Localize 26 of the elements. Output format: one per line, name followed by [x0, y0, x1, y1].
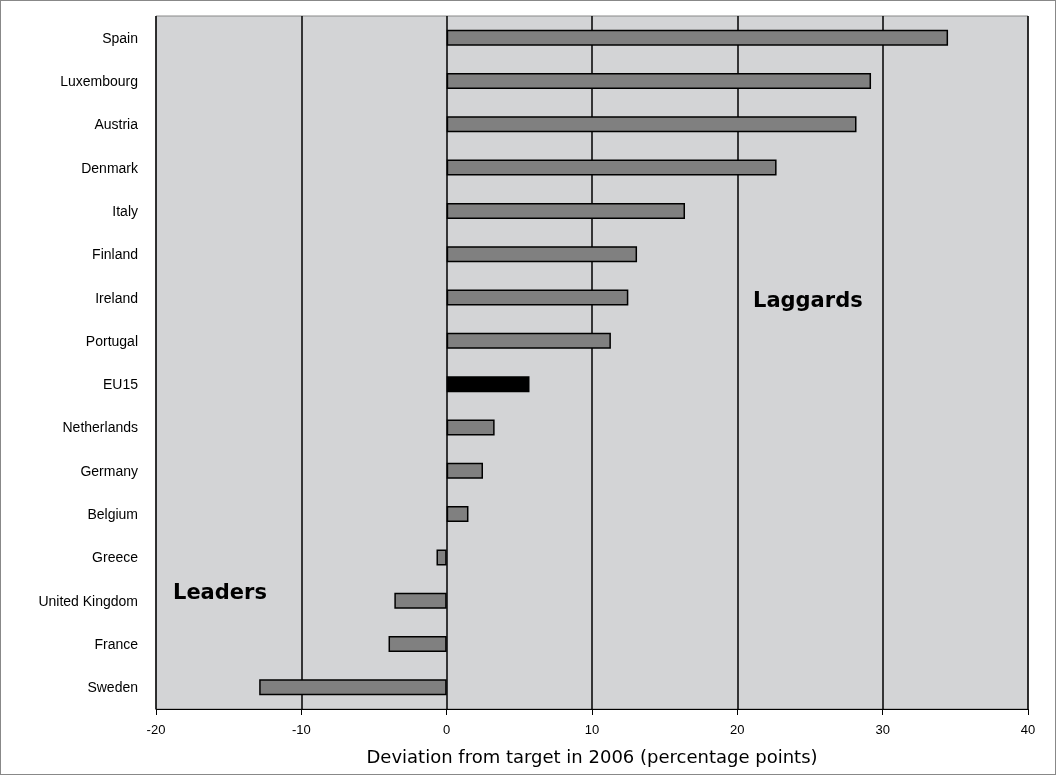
x-tick-label: 30	[875, 722, 890, 737]
y-tick-label: Italy	[112, 202, 138, 219]
y-tick-label: Sweden	[87, 679, 138, 696]
y-tick-label: Spain	[102, 29, 138, 46]
y-tick-label: France	[94, 636, 139, 653]
x-tick-label: 40	[1020, 722, 1036, 737]
y-tick-label: Finland	[92, 246, 138, 263]
y-tick-label: United Kingdom	[38, 592, 138, 609]
y-tick-label: Ireland	[95, 289, 138, 306]
x-tick-label: 0	[443, 722, 451, 737]
x-tick-label: -10	[291, 722, 311, 737]
y-tick-label: Portugal	[85, 332, 138, 349]
y-tick-label: Austria	[94, 116, 139, 133]
y-tick-label: Netherlands	[62, 419, 138, 436]
annotation: Laggards	[753, 287, 863, 312]
x-tick-label: 20	[730, 722, 745, 737]
y-tick-label: Germany	[80, 462, 138, 479]
y-tick-label: Luxembourg	[60, 72, 138, 89]
y-tick-label: EU15	[102, 376, 139, 393]
y-tick-label: Belgium	[87, 506, 138, 523]
y-tick-label: Denmark	[81, 159, 139, 176]
x-tick-label: 10	[584, 722, 600, 737]
y-tick-label: Greece	[92, 549, 139, 566]
x-axis-title: Deviation from target in 2006 (percentage points)	[366, 745, 818, 767]
x-tick-label: -20	[146, 722, 166, 737]
annotation: Leaders	[173, 579, 267, 604]
